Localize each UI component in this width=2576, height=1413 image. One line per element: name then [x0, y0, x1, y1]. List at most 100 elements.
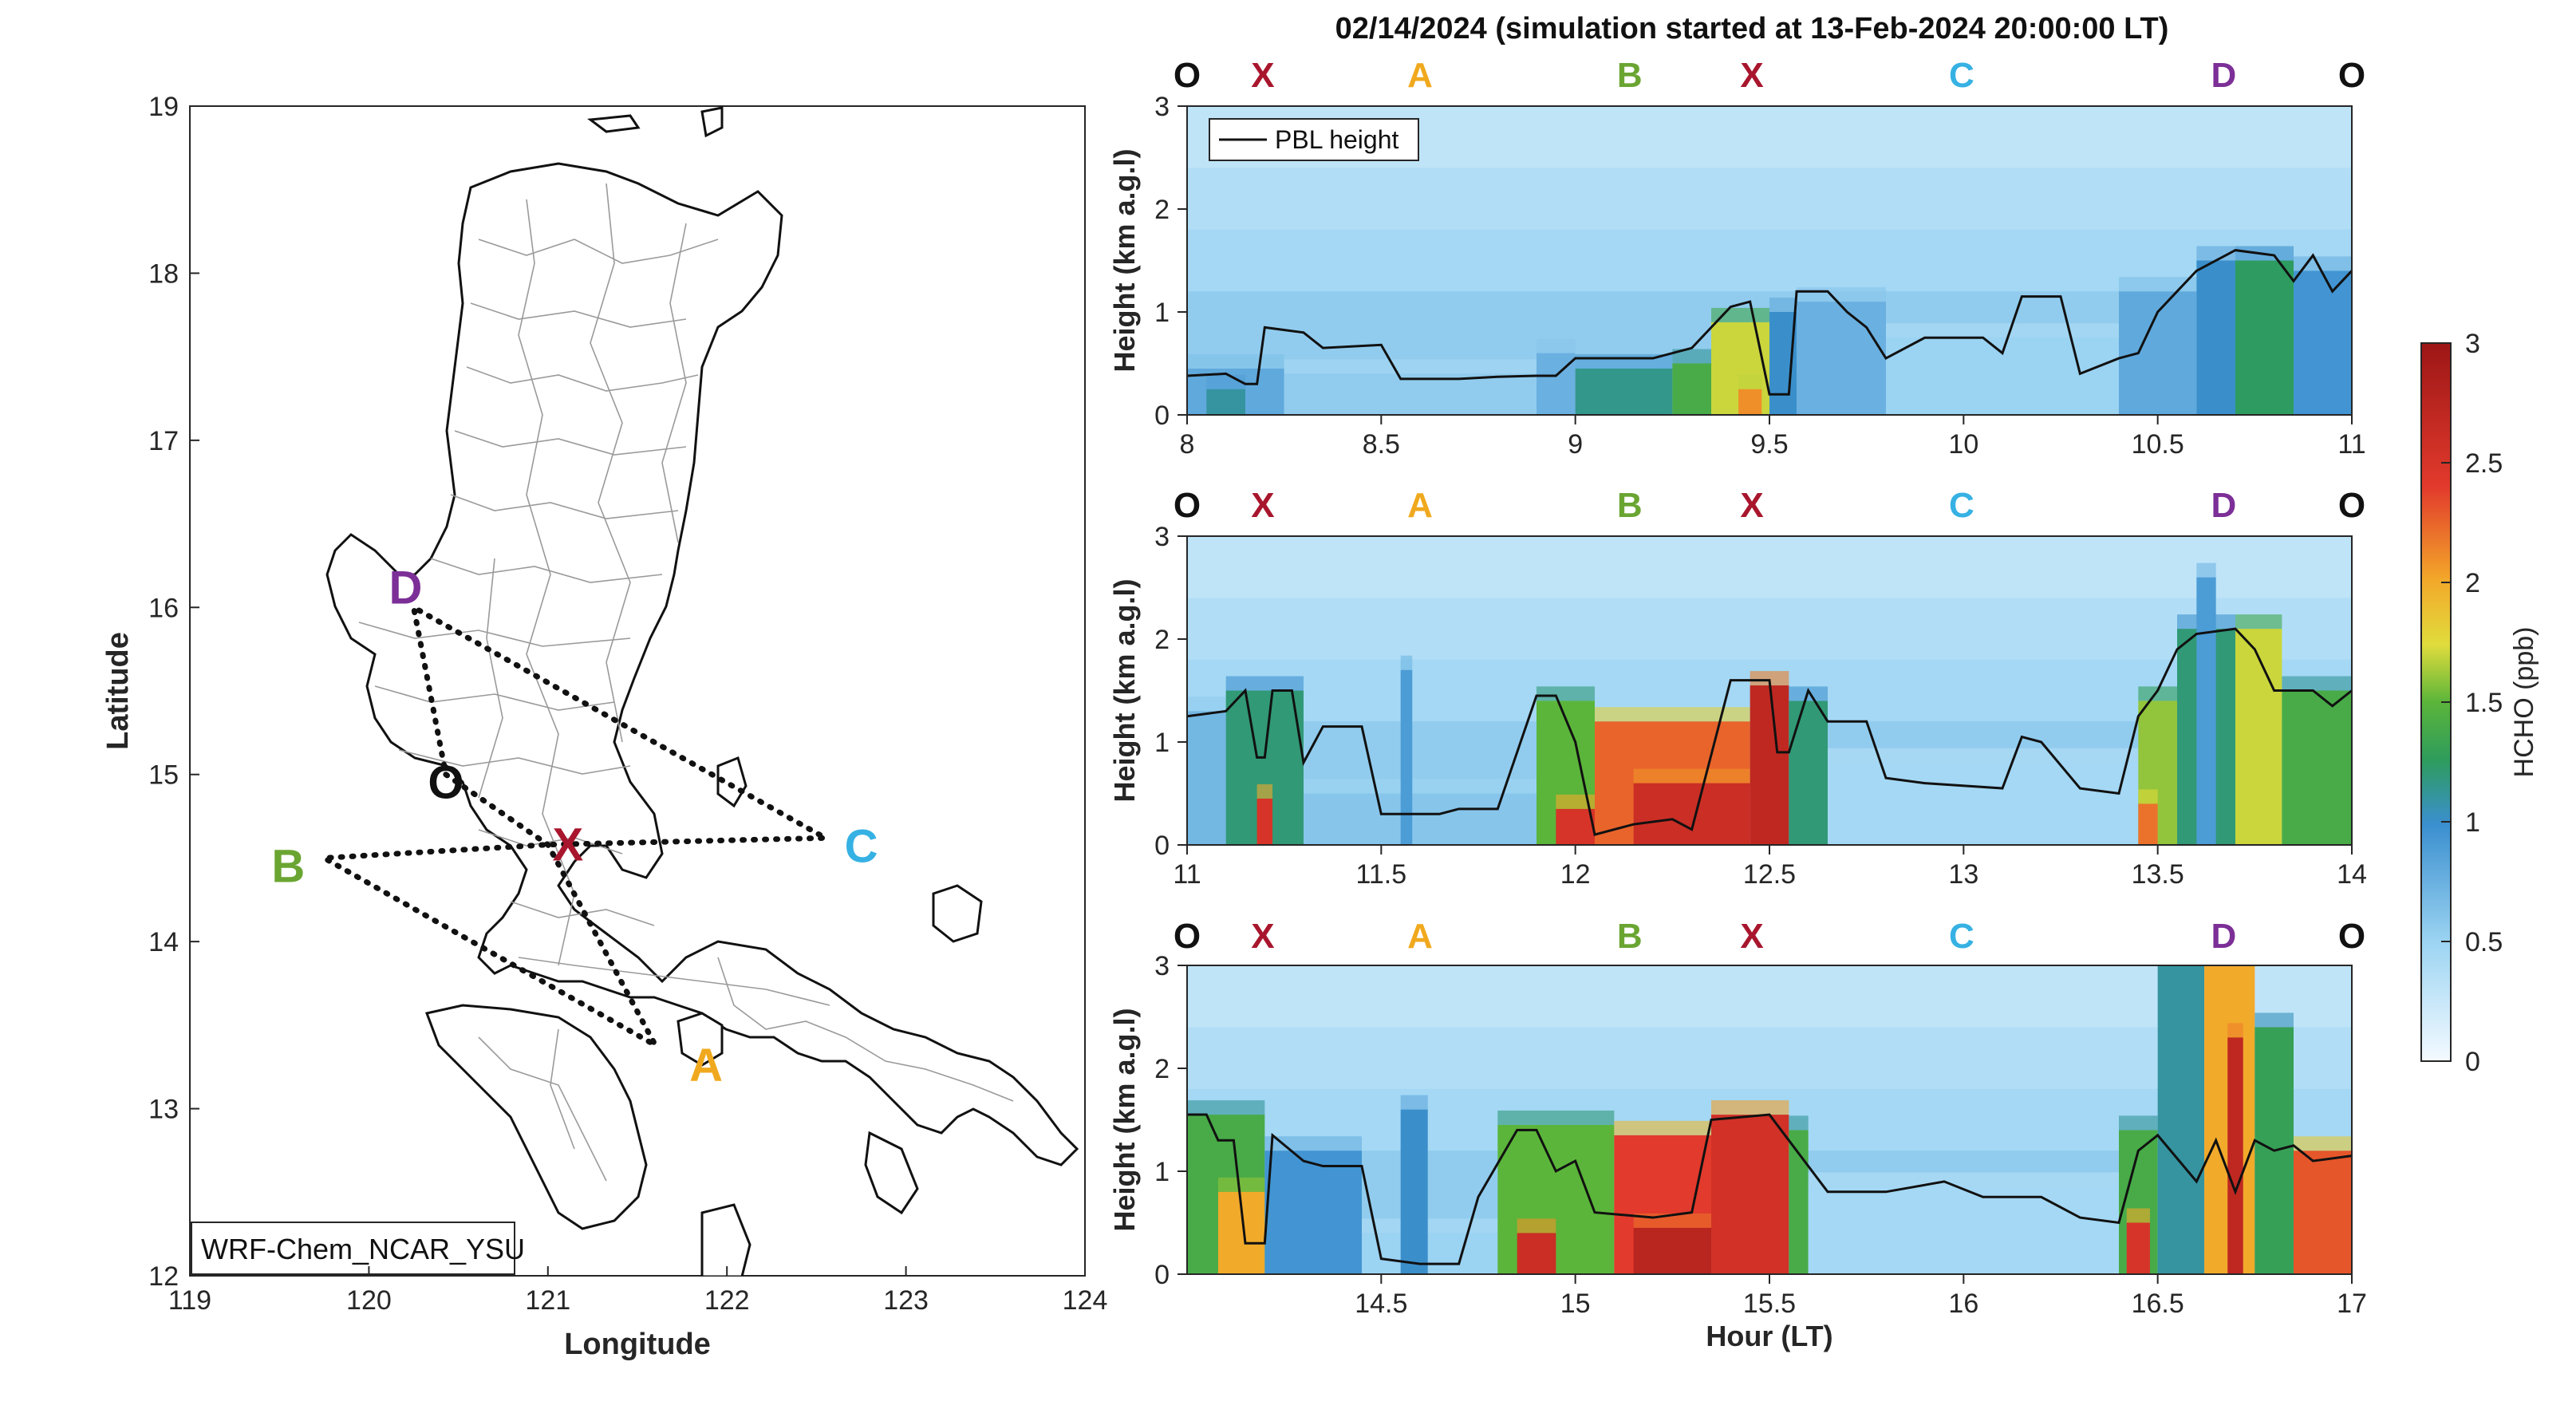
- hcho-cell-edge: [2158, 951, 2204, 965]
- hcho-cell-edge: [2196, 246, 2235, 261]
- hcho-cell: [2119, 291, 2197, 415]
- xtick-label: 8.5: [1363, 429, 1400, 460]
- hcho-cell-edge: [1797, 287, 1886, 302]
- map-xtick-label: 120: [346, 1285, 392, 1316]
- hcho-cell-edge: [1537, 686, 1595, 701]
- waypoint-label-D: D: [2211, 917, 2237, 956]
- hcho-cell: [1750, 685, 1789, 845]
- ytick-label: 3: [1154, 522, 1170, 552]
- ytick-label: 0: [1154, 401, 1170, 431]
- map-y-ticks: 12 13 14 15 16 17 18 19: [148, 92, 199, 1292]
- hcho-cell-edge: [1517, 1218, 1556, 1233]
- hcho-cell-edge: [1672, 349, 1711, 364]
- hcho-cell-edge: [1769, 298, 1797, 312]
- hcho-cell: [1738, 389, 1762, 415]
- hcho-cell: [2294, 1151, 2352, 1274]
- map-label-A: A: [689, 1040, 723, 1091]
- map-xtick-label: 122: [704, 1285, 750, 1316]
- hcho-cell-edge: [2138, 789, 2158, 804]
- xtick-label: 11: [1173, 859, 1201, 890]
- curtain-field: [1187, 106, 2352, 415]
- hcho-cell: [1256, 798, 1273, 845]
- hcho-cell: [1517, 1233, 1556, 1274]
- hcho-cell-edge: [1497, 1110, 1615, 1125]
- hcho-cell-edge: [1187, 1100, 1265, 1115]
- waypoint-label-B: B: [1617, 486, 1643, 525]
- hcho-cell-edge: [1750, 671, 1789, 686]
- colorbar-tick-label: 1.5: [2465, 688, 2503, 718]
- hcho-cell-edge: [1633, 768, 1750, 783]
- waypoint-label-A: A: [1407, 917, 1433, 956]
- hcho-cell: [1264, 1151, 1362, 1274]
- hcho-cell-edge: [1217, 1177, 1265, 1192]
- waypoint-label-X: X: [1740, 486, 1763, 525]
- xtick-label: 9: [1568, 429, 1583, 460]
- hcho-cell-edge: [2282, 676, 2352, 691]
- pbl-height-line: [1187, 627, 2352, 836]
- hcho-cell: [2126, 1222, 2150, 1274]
- waypoint-label-X: X: [1740, 917, 1763, 956]
- hcho-cell-edge: [1400, 1095, 1428, 1110]
- map-ytick-label: 16: [148, 593, 179, 623]
- map-xtick-label: 123: [883, 1285, 929, 1316]
- hcho-cell-edge: [1828, 748, 2139, 763]
- map-ytick-label: 12: [148, 1261, 179, 1292]
- hcho-cell: [1206, 389, 1245, 415]
- curtain-field: [1187, 536, 2352, 845]
- map-ytick-label: 15: [148, 760, 179, 791]
- xtick-label: 14.5: [1355, 1289, 1407, 1319]
- panel-ylabel: Height (km a.g.l): [1108, 578, 1141, 802]
- colorbar-ticks: 0 0.5 1 1.5 2 2.5 3: [2441, 329, 2503, 1077]
- xtick-label: 10: [1948, 429, 1978, 460]
- waypoint-label-X: X: [1251, 486, 1274, 525]
- waypoint-label-O: O: [2338, 486, 2365, 525]
- pbl-height-line: [1187, 1113, 2352, 1265]
- xtick-label: 8: [1180, 429, 1195, 460]
- waypoint-label-D: D: [2211, 486, 2237, 525]
- hcho-cell: [2235, 629, 2282, 845]
- hcho-cell: [2282, 690, 2352, 845]
- hcho-cell-edge: [1187, 697, 1226, 712]
- waypoint-label-B: B: [1617, 56, 1643, 95]
- panel-xlabel: Hour (LT): [1706, 1320, 1832, 1352]
- waypoint-label-B: B: [1617, 917, 1643, 956]
- ytick-label: 2: [1154, 195, 1170, 225]
- calayan-island: [700, 106, 724, 138]
- waypoint-label-X: X: [1251, 917, 1274, 956]
- mindoro-island: [424, 1004, 648, 1230]
- ytick-label: 0: [1154, 831, 1170, 861]
- hcho-cell-edge: [1808, 1172, 2119, 1187]
- waypoint-label-C: C: [1949, 486, 1974, 525]
- hcho-cell: [2196, 260, 2235, 415]
- hcho-cell: [2235, 260, 2294, 415]
- admin-boundaries: [358, 183, 1014, 1182]
- xtick-label: 12.5: [1743, 859, 1796, 890]
- model-label-box: [191, 1222, 515, 1275]
- waypoint-label-C: C: [1949, 917, 1974, 956]
- xtick-label: 14: [2337, 859, 2367, 890]
- hcho-cell-edge: [1789, 1115, 1809, 1131]
- ytick-label: 3: [1154, 92, 1170, 122]
- hcho-cell-edge: [1738, 374, 1762, 389]
- hcho-cell: [1633, 1227, 1711, 1274]
- hcho-cell-edge: [1284, 359, 1537, 374]
- colorbar: 0 0.5 1 1.5 2 2.5 3 HCHO (ppb): [2420, 329, 2539, 1077]
- hcho-cell: [1769, 312, 1797, 415]
- colorbar-tick-label: 0: [2465, 1047, 2480, 1077]
- colorbar-tick-label: 2.5: [2465, 448, 2503, 479]
- curtain-panel-3: 14.5 15 15.5 16 16.5 17 0 1 2 3 Height (km a.g.l) H…: [1108, 917, 2367, 1352]
- hcho-cell-edge: [1362, 1218, 1498, 1233]
- hcho-cell-edge: [1400, 655, 1413, 670]
- hcho-cell-edge: [2294, 1136, 2352, 1151]
- hcho-cell: [2138, 803, 2158, 845]
- colorbar-tick-label: 2: [2465, 568, 2480, 598]
- hcho-cell: [1400, 669, 1413, 845]
- hcho-cell: [1362, 1233, 1498, 1274]
- waypoint-label-A: A: [1407, 56, 1433, 95]
- xtick-label: 16.5: [2132, 1289, 2184, 1319]
- polillo-island: [716, 756, 748, 808]
- map-panel: O X A B C D WRF-Chem_NCAR_YSU 119 120 121 122 123…: [101, 92, 1107, 1361]
- hcho-cell: [1808, 1186, 2119, 1274]
